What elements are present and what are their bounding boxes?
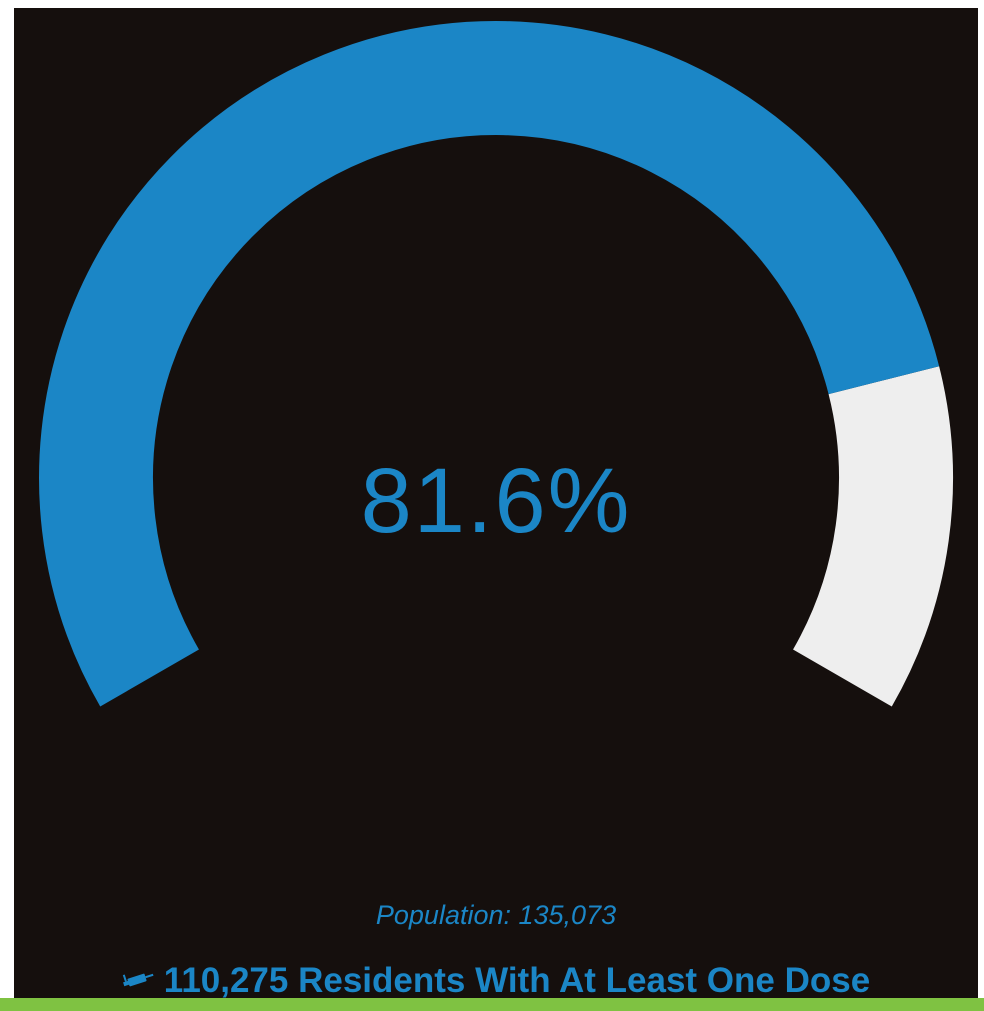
syringe-icon — [122, 973, 154, 987]
gauge-value-label: 81.6% — [361, 450, 632, 552]
gauge-chart: 81.6% — [39, 21, 953, 707]
gauge-track — [792, 366, 953, 707]
population-label: Population: 135,073 — [375, 900, 617, 930]
headline-text: 110,275 Residents With At Least One Dose — [163, 961, 871, 1000]
accent-strip — [0, 998, 984, 1011]
gauge-panel: 81.6% Population: 135,073 110,275 Reside… — [14, 8, 978, 1011]
residents-headline: 110,275 Residents With At Least One Dose — [14, 961, 978, 1001]
gauge-fill — [39, 21, 940, 707]
